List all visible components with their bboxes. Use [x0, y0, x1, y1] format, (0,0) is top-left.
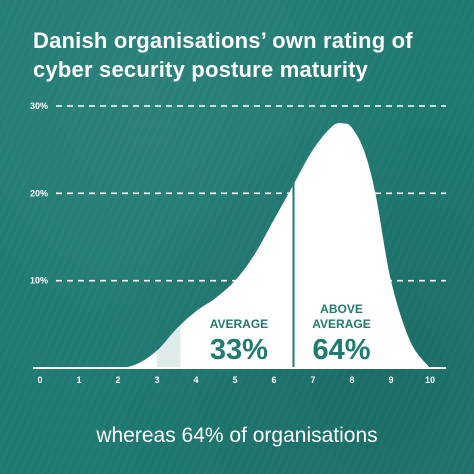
x-tick-label-2: 2 — [115, 375, 120, 385]
x-tick-label-0: 0 — [37, 375, 42, 385]
y-tick-label-10: 10% — [30, 276, 48, 286]
average-region-value: 33% — [210, 334, 268, 366]
y-tick-label-20: 20% — [30, 188, 48, 198]
x-tick-label-10: 10 — [425, 375, 435, 385]
x-tick-label-3: 3 — [154, 375, 159, 385]
average-region-label: AVERAGE — [210, 317, 268, 331]
x-tick-label-5: 5 — [232, 375, 237, 385]
x-tick-label-4: 4 — [193, 375, 198, 385]
chart-title: Danish organisations’ own rating of cybe… — [33, 28, 413, 82]
x-tick-label-9: 9 — [388, 375, 393, 385]
y-tick-label-30: 30% — [30, 101, 48, 111]
x-tick-label-7: 7 — [310, 375, 315, 385]
above-average-region-value: 64% — [312, 334, 370, 366]
caption-text: whereas 64% of organisations — [96, 424, 378, 447]
below-average-shade — [157, 315, 181, 368]
above-average-region-label-line1: ABOVE — [320, 302, 363, 316]
x-tick-label-1: 1 — [76, 375, 81, 385]
y-axis-ticks: 10% 20% 30% — [30, 101, 48, 286]
grid-lines — [56, 105, 446, 282]
x-tick-label-8: 8 — [349, 375, 354, 385]
x-tick-label-6: 6 — [271, 375, 276, 385]
above-average-region-label-line2: AVERAGE — [312, 317, 370, 331]
x-axis-ticks: 0 1 2 3 4 5 6 7 8 9 10 — [37, 375, 435, 385]
distribution-area — [40, 123, 430, 368]
